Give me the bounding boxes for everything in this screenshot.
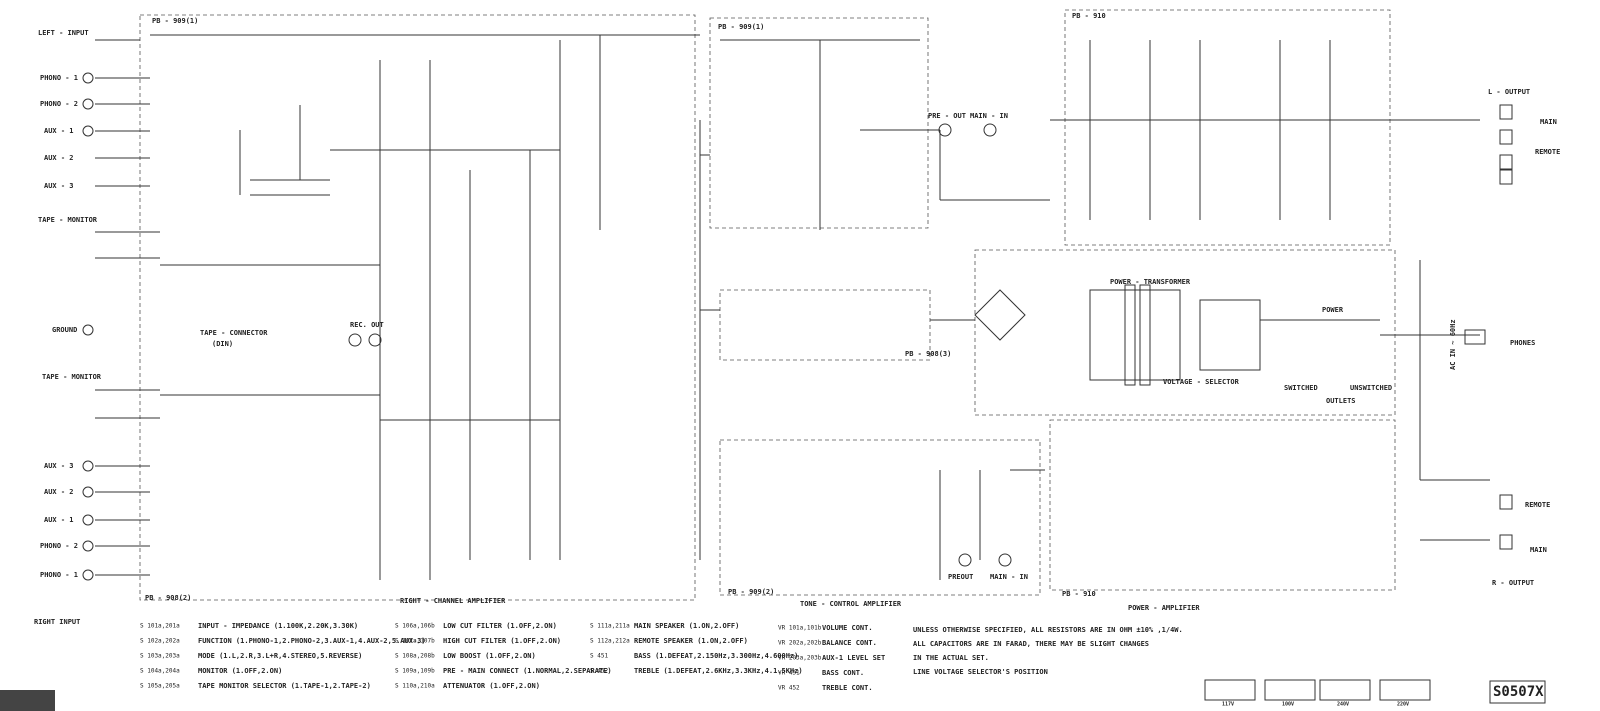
- connector-label: TAPE - CONNECTOR: [200, 329, 268, 337]
- switch-ref: S 106a,106b: [395, 623, 435, 630]
- note: IN THE ACTUAL SET.: [913, 654, 989, 662]
- control-label: BALANCE CONT.: [822, 639, 877, 647]
- switch-label: BASS (1.DEFEAT,2.150Hz,3.300Hz,4.600Hz): [634, 652, 798, 660]
- section-title: RIGHT - CHANNEL AMPLIFIER: [400, 597, 506, 605]
- voltage-position: 100V: [1282, 702, 1294, 708]
- board-label: PB - 908(3): [905, 350, 951, 358]
- board-label: PB - 909(2): [728, 588, 774, 596]
- input-label: LEFT - INPUT: [38, 29, 89, 37]
- input-label: TAPE - MONITOR: [38, 216, 98, 224]
- connector-label: (DIN): [212, 340, 233, 348]
- input-label: AUX - 1: [44, 516, 74, 524]
- voltage-position: 117V: [1222, 702, 1234, 708]
- switch-label: MONITOR (1.OFF,2.ON): [198, 667, 282, 675]
- power-label: AC IN ~ 60Hz: [1449, 319, 1457, 370]
- board-label: PB - 909(1): [718, 23, 764, 31]
- power-label: OUTLETS: [1326, 397, 1356, 405]
- input-label: AUX - 3: [44, 182, 74, 190]
- section-title: POWER - AMPLIFIER: [1128, 604, 1200, 612]
- input-label: PHONO - 1: [40, 74, 78, 82]
- switch-ref: S 112a,212a: [590, 638, 630, 645]
- jack-label: PREOUT: [948, 573, 973, 581]
- control-label: BASS CONT.: [822, 669, 864, 677]
- switch-label: LOW CUT FILTER (1.OFF,2.ON): [443, 622, 557, 630]
- switch-ref: S 108a,208b: [395, 653, 435, 660]
- note: LINE VOLTAGE SELECTOR'S POSITION: [913, 668, 1048, 676]
- jack-label: REC. OUT: [350, 321, 384, 329]
- section-title: TONE - CONTROL AMPLIFIER: [800, 600, 902, 608]
- switch-ref: S 102a,202a: [140, 638, 180, 645]
- input-label: PHONO - 2: [40, 542, 78, 550]
- note: UNLESS OTHERWISE SPECIFIED, ALL RESISTOR…: [913, 626, 1183, 634]
- input-label: AUX - 2: [44, 488, 74, 496]
- switch-label: TREBLE (1.DEFEAT,2.6KHz,3.3KHz,4.1.5KHz): [634, 667, 803, 675]
- board-label: PB - 910: [1072, 12, 1106, 20]
- board-label: PB - 909(1): [152, 17, 198, 25]
- jack-label: MAIN - IN: [990, 573, 1028, 581]
- control-ref: VR 202a,202b: [778, 640, 822, 647]
- control-ref: VR 101a,101b: [778, 625, 822, 632]
- input-label: PHONO - 1: [40, 571, 78, 579]
- control-label: TREBLE CONT.: [822, 684, 873, 692]
- switch-label: FUNCTION (1.PHONO-1,2.PHONO-2,3.AUX-1,4.…: [198, 637, 426, 645]
- switch-label: REMOTE SPEAKER (1.ON,2.OFF): [634, 637, 748, 645]
- switch-ref: S 103a,203a: [140, 653, 180, 660]
- input-label: PHONO - 2: [40, 100, 78, 108]
- output-label: REMOTE: [1535, 148, 1560, 156]
- input-label: TAPE - MONITOR: [42, 373, 102, 381]
- switch-ref: S 111a,211a: [590, 623, 630, 630]
- switch-ref: S 452: [590, 668, 608, 675]
- output-label: PHONES: [1510, 339, 1535, 347]
- switch-ref: S 105a,205a: [140, 683, 180, 690]
- input-label: RIGHT INPUT: [34, 618, 80, 626]
- power-label: VOLTAGE - SELECTOR: [1163, 378, 1240, 386]
- switch-label: INPUT - IMPEDANCE (1.100K,2.20K,3.30K): [198, 622, 358, 630]
- switch-label: MODE (1.L,2.R,3.L+R,4.STEREO,5.REVERSE): [198, 652, 362, 660]
- board-label: PB - 908(2): [145, 594, 191, 602]
- input-label: AUX - 3: [44, 462, 74, 470]
- power-label: POWER - TRANSFORMER: [1110, 278, 1191, 286]
- switch-ref: S 109a,109b: [395, 668, 435, 675]
- control-ref: VR 203a,203b: [778, 655, 822, 662]
- model-code: S0507X: [1493, 684, 1544, 700]
- output-label: MAIN: [1540, 118, 1557, 126]
- control-label: AUX-1 LEVEL SET: [822, 654, 885, 662]
- ground-label: GROUND: [52, 326, 77, 334]
- power-label: POWER: [1322, 306, 1344, 314]
- output-label: REMOTE: [1525, 501, 1550, 509]
- switch-label: PRE - MAIN CONNECT (1.NORMAL,2.SEPARATE): [443, 667, 612, 675]
- note: ALL CAPACITORS ARE IN FARAD, THERE MAY B…: [913, 640, 1149, 648]
- switch-ref: S 104a,204a: [140, 668, 180, 675]
- input-label: AUX - 1: [44, 127, 74, 135]
- switch-label: ATTENUATOR (1.OFF,2.ON): [443, 682, 540, 690]
- jack-label: PRE - OUT: [928, 112, 966, 120]
- power-label: UNSWITCHED: [1350, 384, 1392, 392]
- switch-label: TAPE MONITOR SELECTOR (1.TAPE-1,2.TAPE-2…: [198, 682, 371, 690]
- control-ref: VR 452: [778, 685, 800, 692]
- board-label: PB - 910: [1062, 590, 1096, 598]
- switch-ref: S 451: [590, 653, 608, 660]
- switch-label: MAIN SPEAKER (1.ON,2.OFF): [634, 622, 739, 630]
- switch-label: LOW BOOST (1.OFF,2.ON): [443, 652, 536, 660]
- switch-ref: S 107a,107b: [395, 638, 435, 645]
- control-label: VOLUME CONT.: [822, 624, 873, 632]
- input-label: AUX - 2: [44, 154, 74, 162]
- control-ref: VR 451: [778, 670, 800, 677]
- switch-label: HIGH CUT FILTER (1.OFF,2.ON): [443, 637, 561, 645]
- voltage-position: 220V: [1397, 702, 1409, 708]
- power-label: SWITCHED: [1284, 384, 1318, 392]
- output-label: L - OUTPUT: [1488, 88, 1530, 96]
- voltage-position: 240V: [1337, 702, 1349, 708]
- switch-ref: S 110a,210a: [395, 683, 435, 690]
- output-label: MAIN: [1530, 546, 1547, 554]
- output-label: R - OUTPUT: [1492, 579, 1534, 587]
- jack-label: MAIN - IN: [970, 112, 1008, 120]
- switch-ref: S 101a,201a: [140, 623, 180, 630]
- board-outlines: [139, 9, 1396, 601]
- wiring: [0, 34, 1546, 711]
